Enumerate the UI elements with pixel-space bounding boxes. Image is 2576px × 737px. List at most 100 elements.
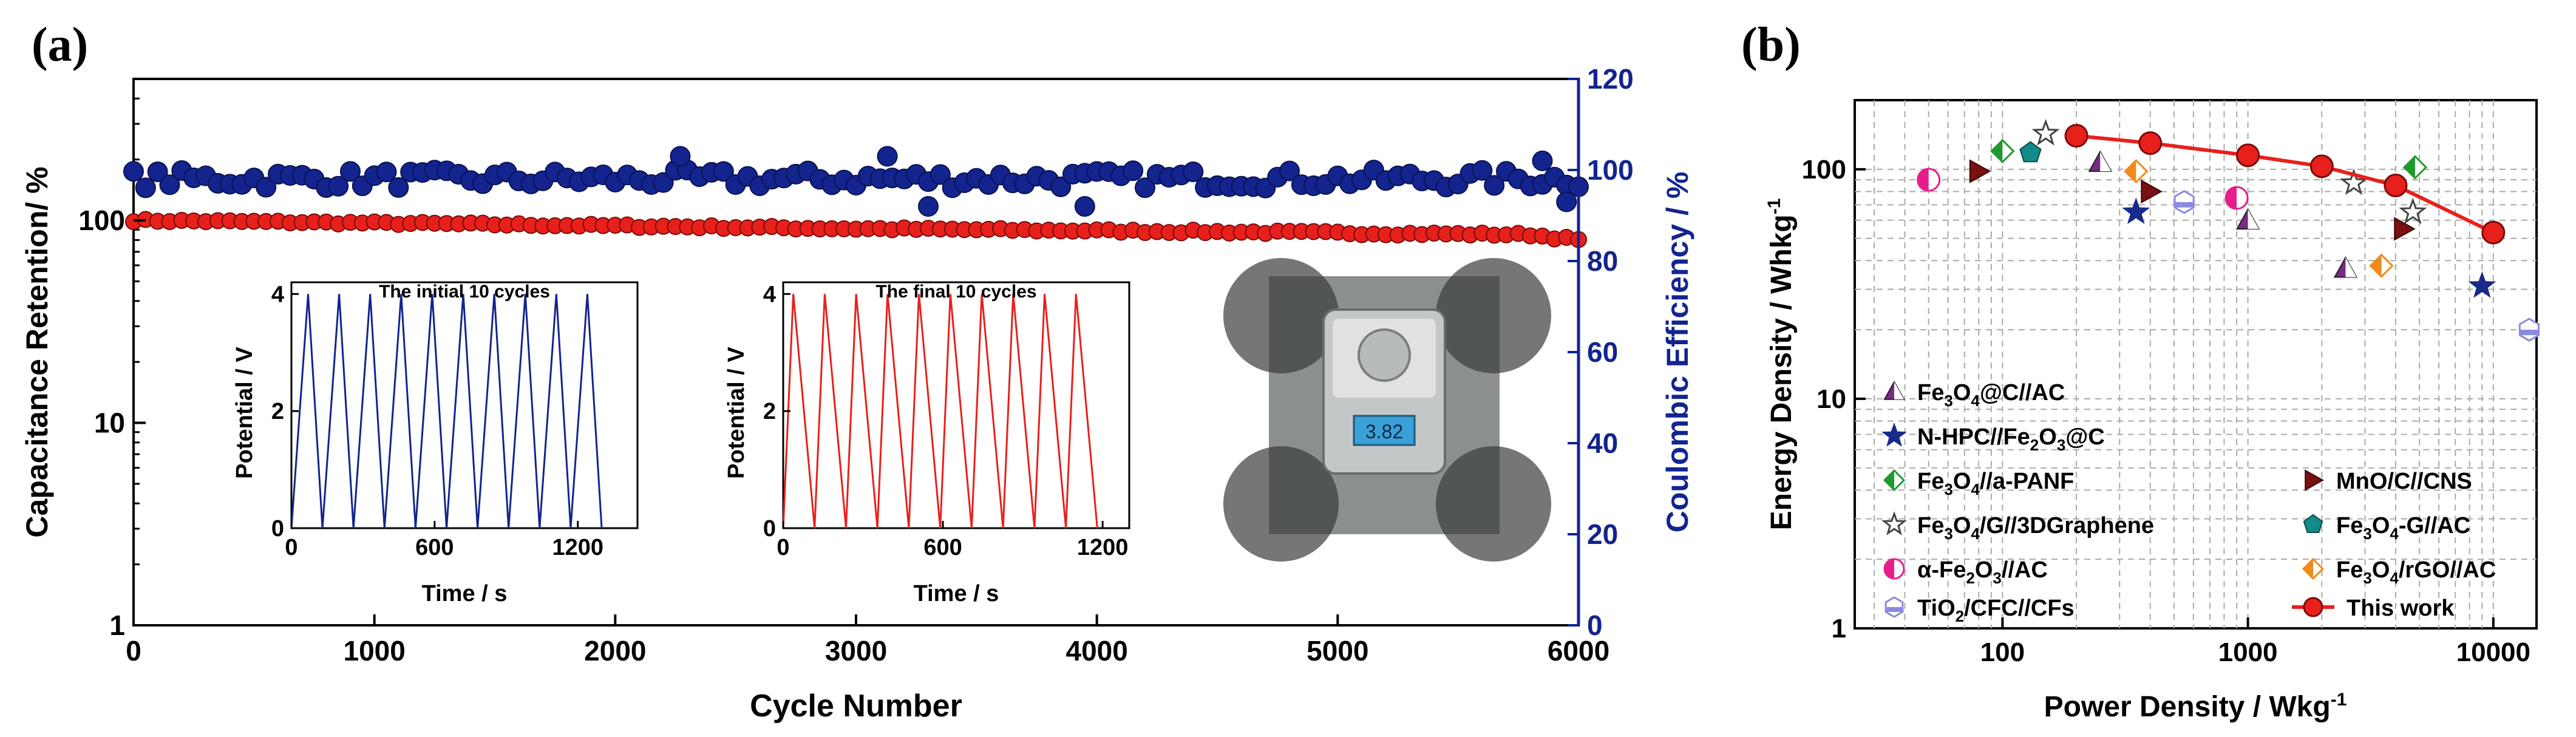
this-work-line bbox=[2076, 134, 2495, 234]
marker-half bbox=[2520, 330, 2539, 336]
series-fe-o-g-ac bbox=[2019, 141, 2042, 163]
legend-label: N-HPC//Fe2O3@C bbox=[1917, 424, 2105, 454]
legend-item: Fe3O4-G//AC bbox=[2303, 513, 2470, 543]
marker-line-circle bbox=[2384, 174, 2408, 198]
marker-triangle-right bbox=[2394, 217, 2416, 241]
data-point bbox=[256, 177, 277, 198]
panel-a-y2tick-label: 0 bbox=[1587, 610, 1603, 641]
series-fe-o-a-panf bbox=[1990, 138, 2428, 180]
series-tio-cfc-cfs bbox=[2173, 190, 2540, 342]
scale-display bbox=[1353, 415, 1416, 446]
panel-b-xlabel: Power Density / Wkg-1 bbox=[2044, 690, 2347, 723]
panel-b-ytick-label: 100 bbox=[1802, 155, 1846, 185]
panel-a-ylabel-right: Coulombic Efficiency / % bbox=[1660, 172, 1694, 533]
data-point bbox=[123, 161, 144, 182]
panel-a-ytick-label: 1 bbox=[109, 610, 125, 641]
photo-seal-3 bbox=[1223, 446, 1339, 562]
legend-item: Fe3O4@C//AC bbox=[1883, 380, 2065, 410]
panel-b-ylabel: Energy Density / Whkg-1 bbox=[1764, 199, 1798, 531]
inset-final-ylabel: Potential / V bbox=[724, 347, 749, 479]
marker-star bbox=[2468, 271, 2496, 298]
data-point bbox=[1183, 161, 1204, 183]
gcd-curve bbox=[782, 294, 1098, 529]
marker-half bbox=[2174, 202, 2194, 208]
inset-xtick-label: 0 bbox=[285, 535, 297, 560]
inset-ytick-label: 2 bbox=[271, 399, 284, 424]
inset-ytick-label: 0 bbox=[763, 516, 776, 542]
marker-half bbox=[1884, 559, 1894, 579]
panel-b-legend: Fe3O4@C//AC N-HPC//Fe2O3@C Fe3O4//a-PANF Fe… bbox=[1881, 380, 2496, 625]
panel-b-frame bbox=[1854, 99, 2538, 630]
data-point bbox=[1279, 160, 1300, 182]
scale-plate bbox=[1358, 328, 1411, 382]
series-n-hpc-fe-o-c bbox=[2122, 197, 2496, 298]
data-point bbox=[159, 174, 180, 195]
panel-a-series bbox=[123, 146, 1589, 248]
inset-final-curve: 0 600 1200 0 2 4 bbox=[763, 282, 1129, 560]
marker-half bbox=[1991, 140, 2003, 162]
data-point bbox=[929, 164, 951, 185]
legend-label: α-Fe2O3//AC bbox=[1917, 557, 2048, 587]
marker-line-circle bbox=[2309, 154, 2334, 178]
panel-a-xtick-label: 4000 bbox=[1065, 635, 1127, 667]
panel-b-xtick-label: 1000 bbox=[2218, 637, 2278, 667]
marker-star bbox=[1881, 422, 1907, 447]
marker-line-circle bbox=[2303, 597, 2323, 617]
panel-b-axes: 100 1000 10000 1 10 100 bbox=[1802, 155, 2530, 667]
legend-item: Fe3O4/G//3DGraphene bbox=[1881, 511, 2154, 543]
panel-b-label: (b) bbox=[1741, 18, 1801, 72]
data-point-outlier bbox=[1532, 151, 1553, 171]
series-mno-c-cns bbox=[1969, 159, 2416, 241]
legend-item: α-Fe2O3//AC bbox=[1883, 557, 2048, 587]
inset-initial-cycles: 0 600 1200 0 2 4 The initial 10 cycles Potent… bbox=[232, 281, 639, 606]
marker-triangle-right bbox=[2141, 179, 2163, 204]
legend-label: Fe3O4/rGO//AC bbox=[2336, 557, 2496, 587]
series--fe-o-ac bbox=[1917, 168, 2249, 210]
panel-b-series bbox=[1917, 118, 2540, 342]
panel-a-ytick-label: 100 bbox=[78, 205, 125, 236]
marker-triangle-right bbox=[2305, 469, 2325, 491]
data-point-outlier bbox=[918, 196, 939, 217]
legend-label: This work bbox=[2347, 596, 2455, 621]
marker-star-open bbox=[2339, 168, 2368, 195]
data-point bbox=[1123, 160, 1144, 182]
panel-a-cycling-chart: 0 1000 2000 3000 4000 5000 6000110100020406080… bbox=[20, 63, 1694, 724]
panel-a-ylabel-left: Capacitance Retention/ % bbox=[20, 166, 54, 537]
marker-half bbox=[2226, 187, 2237, 209]
inset-xtick-label: 1200 bbox=[1077, 535, 1129, 560]
panel-b-ytick-label: 1 bbox=[1832, 614, 1846, 644]
series-this-work bbox=[2064, 124, 2506, 245]
data-point bbox=[713, 161, 734, 182]
marker-pentagon bbox=[2019, 141, 2042, 163]
inset-ytick-label: 4 bbox=[271, 282, 284, 307]
device-photo: 3.82 bbox=[1223, 258, 1551, 562]
legend-label: MnO/C//CNS bbox=[2336, 469, 2472, 494]
inset-final-title: The final 10 cycles bbox=[875, 282, 1036, 302]
inset-ytick-label: 4 bbox=[763, 282, 776, 307]
marker-line-circle bbox=[2481, 220, 2506, 245]
legend-label: TiO2/CFC//CFs bbox=[1917, 596, 2075, 625]
marker-line-circle bbox=[2064, 124, 2088, 148]
panel-a-xtick-label: 1000 bbox=[343, 635, 405, 667]
series-coulombic-efficiency bbox=[123, 146, 1589, 217]
legend-item: This work bbox=[2292, 596, 2455, 621]
data-point-outlier bbox=[1074, 196, 1095, 217]
marker-star-open bbox=[2399, 197, 2427, 225]
data-point bbox=[328, 175, 349, 197]
panel-a-y2tick-label: 100 bbox=[1587, 154, 1634, 186]
inset-ytick-label: 2 bbox=[763, 399, 776, 424]
marker-star-open bbox=[1881, 511, 1907, 535]
marker-half bbox=[1886, 607, 1903, 612]
panel-a-y2tick-label: 40 bbox=[1587, 427, 1618, 459]
legend-item: N-HPC//Fe2O3@C bbox=[1881, 422, 2105, 454]
marker-line-circle bbox=[2138, 131, 2163, 155]
marker-half bbox=[2404, 156, 2415, 178]
marker-half bbox=[1894, 382, 1904, 399]
marker-pentagon bbox=[2303, 514, 2323, 533]
data-point bbox=[388, 177, 409, 198]
inset-xtick-label: 0 bbox=[777, 535, 789, 560]
marker-half bbox=[2303, 559, 2313, 579]
data-point bbox=[135, 177, 156, 199]
inset-xtick-label: 600 bbox=[415, 535, 454, 560]
